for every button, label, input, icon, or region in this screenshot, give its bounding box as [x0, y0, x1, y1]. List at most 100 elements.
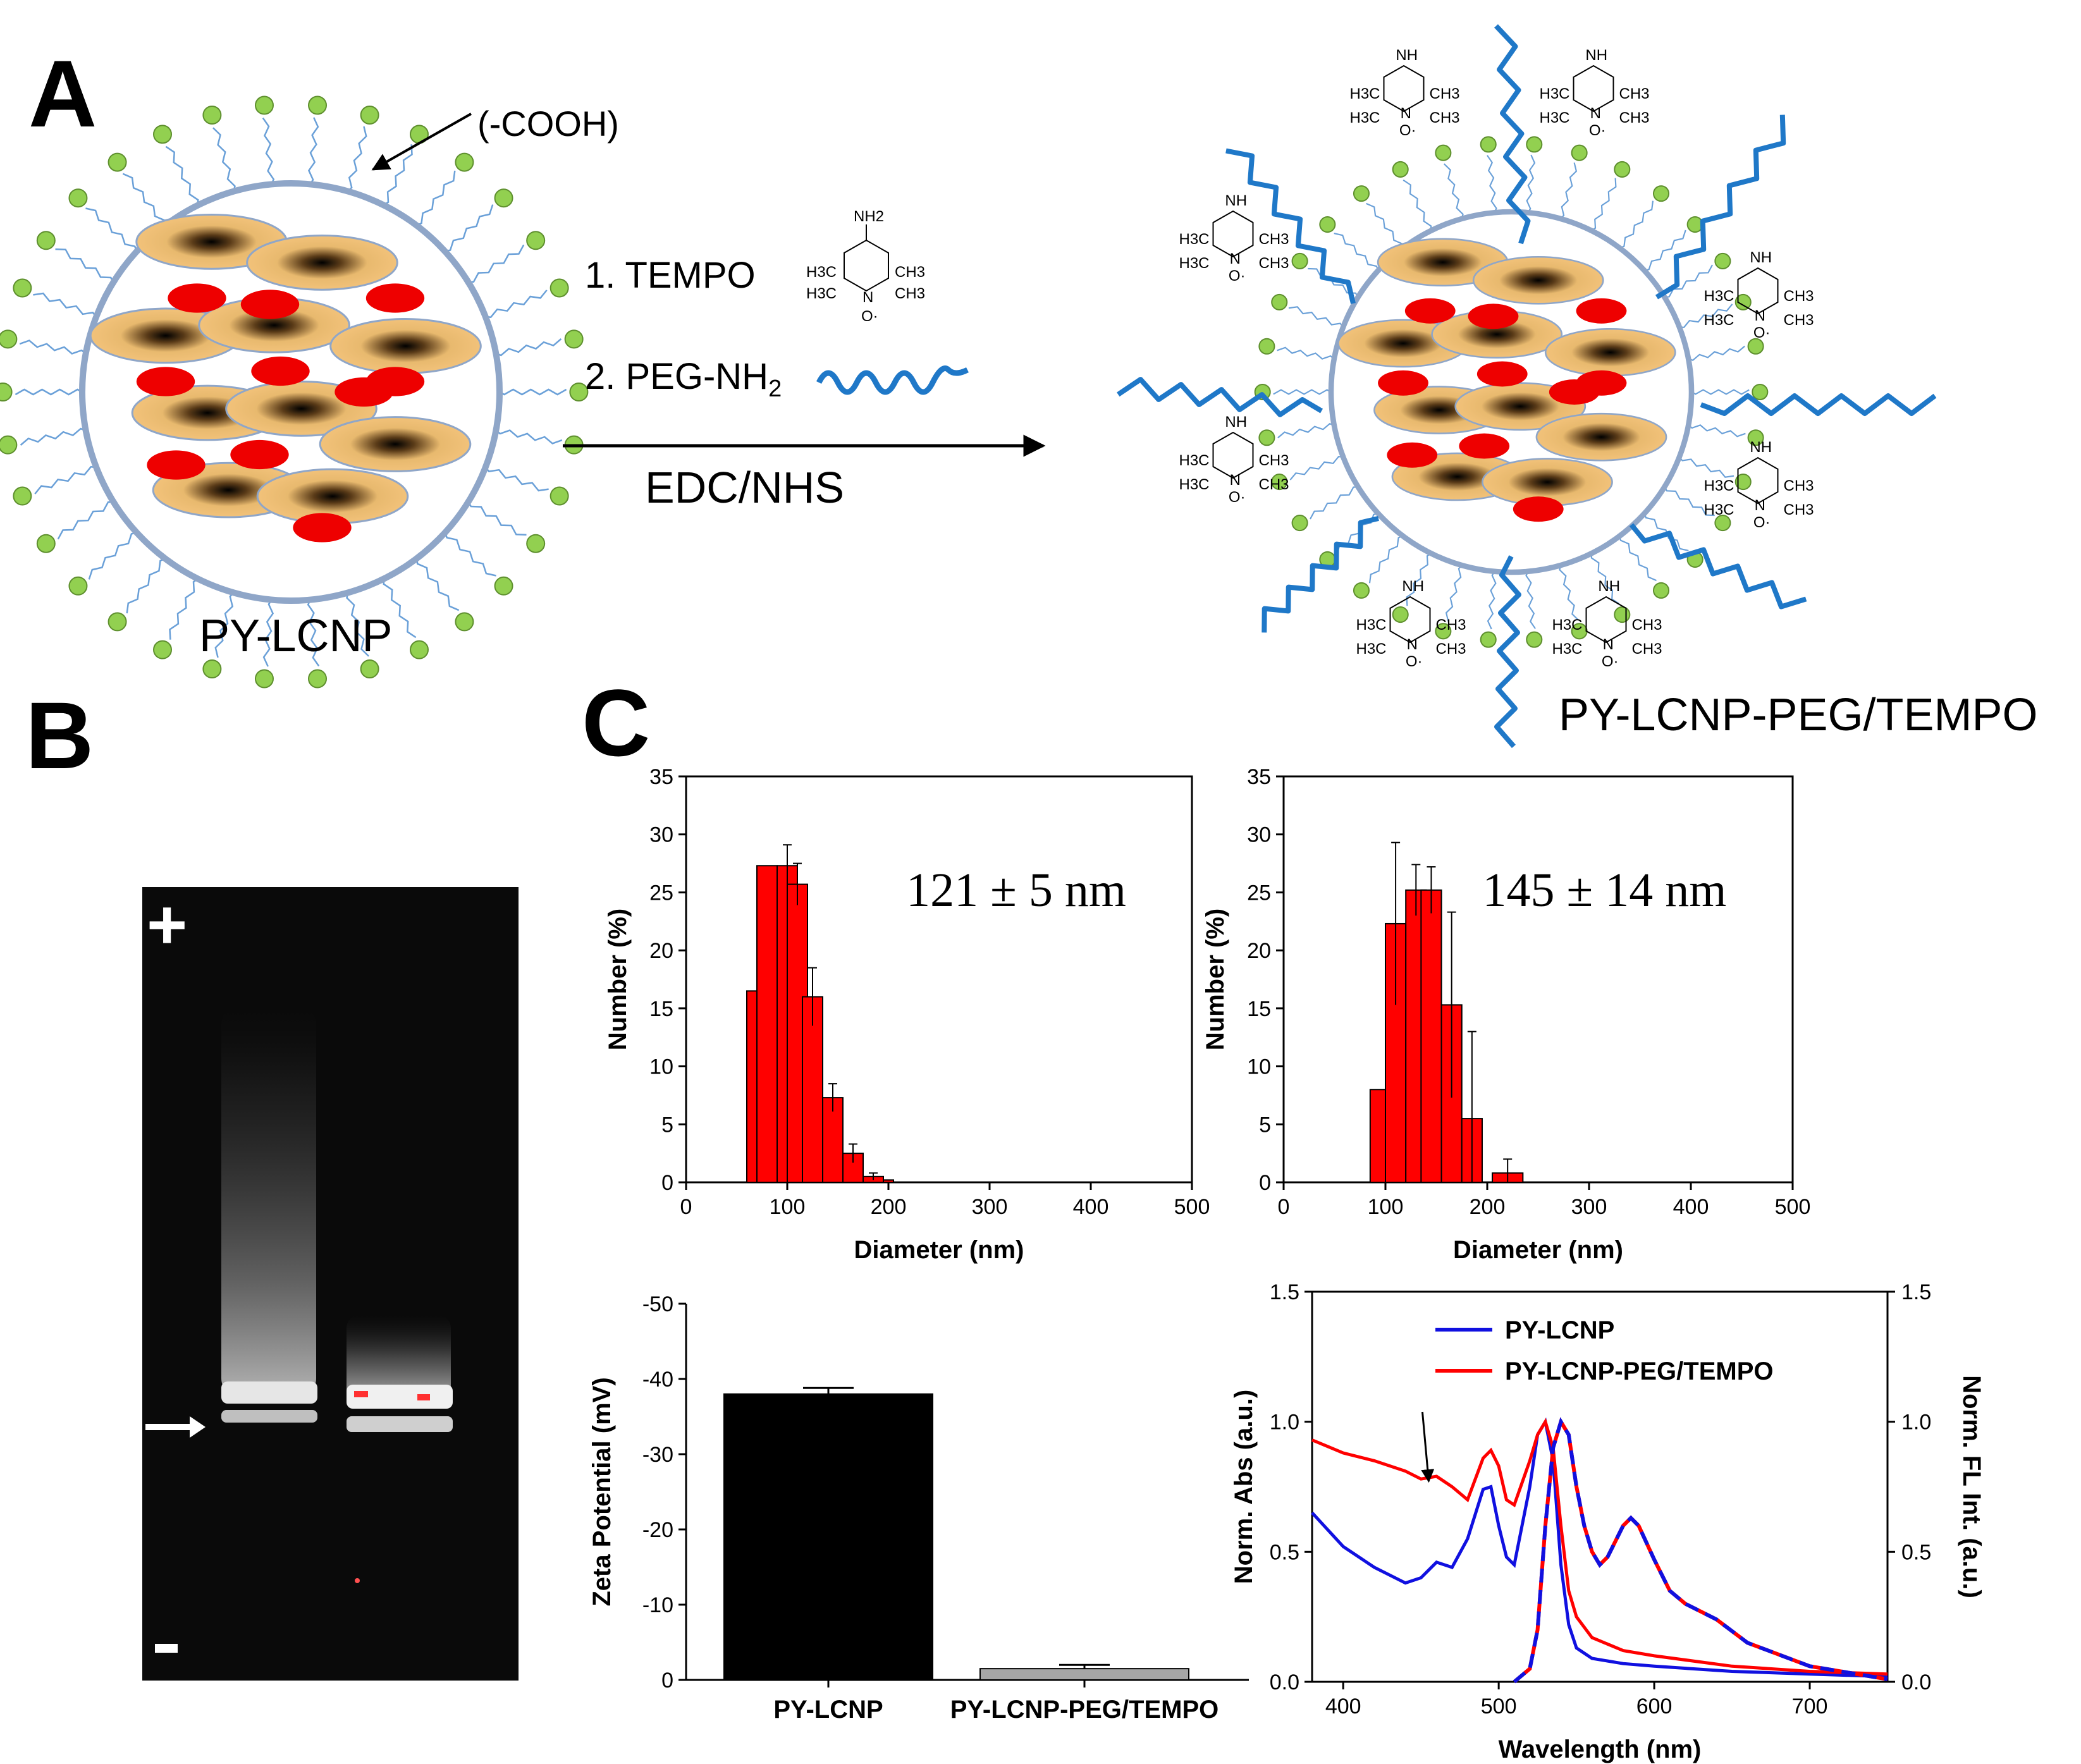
ligand-head [68, 576, 88, 596]
y-tick-label: 25 [649, 881, 673, 905]
ligand-head [526, 534, 546, 553]
chart-zeta-potential: 0 -10 -20 -30 -40 -50 PY-LCNP PY-LCNP-PEG/TEMPO… [588, 1292, 1249, 1724]
lipid-tail [480, 290, 548, 319]
tempo-h3c: H3C [1704, 288, 1734, 305]
ligand-head [0, 435, 18, 455]
fl-line-blue [1513, 1417, 1888, 1684]
ligand-head [569, 383, 589, 401]
tempo-h3c: H3C [1540, 85, 1570, 102]
tempo-h3c: H3C [806, 285, 837, 302]
tempo-ch3: CH3 [1632, 640, 1662, 658]
abs-line [1311, 1418, 1888, 1676]
y-axis-label: Norm. Abs (a.u.) [1230, 1390, 1258, 1584]
ligand-head [202, 659, 222, 679]
tempo-nh2: NH2 [854, 208, 884, 225]
lipid-tail [1445, 561, 1466, 622]
ligand-head [36, 534, 56, 553]
lipid-tail [169, 575, 203, 640]
ligand-head [13, 278, 32, 298]
ligand-head [1291, 252, 1308, 269]
y-tick-label: -50 [642, 1292, 673, 1316]
tempo-group: NH NO· H3C CH3 H3C CH3 [1356, 578, 1466, 670]
y-tick-label: 20 [649, 939, 673, 963]
lipid-tail [1642, 509, 1689, 551]
histogram-bar [1369, 1089, 1387, 1184]
tempo-nh: NH [1396, 47, 1418, 64]
lipid-tail [1368, 534, 1407, 584]
size-annotation: 145 ± 14 nm [1483, 864, 1727, 917]
tempo-group: NH NO· H3C CH3 H3C CH3 [1179, 192, 1289, 285]
tempo-o: O· [1753, 514, 1771, 531]
lipid-tail [262, 595, 276, 667]
tempo-o: O· [1589, 122, 1606, 139]
core-ellipse [246, 235, 398, 291]
core-ellipse [329, 318, 482, 374]
lipid-tail [1366, 202, 1404, 253]
lipid-tail [34, 465, 102, 494]
tempo-h3c: H3C [1179, 255, 1210, 272]
plot-frame [1282, 775, 1794, 1184]
tempo-nh: NH [1598, 578, 1620, 595]
lipid-tail [1277, 422, 1339, 439]
y-tick-label: -40 [642, 1368, 673, 1392]
lipid-tail [1685, 422, 1746, 438]
ligand-head [360, 105, 379, 125]
lipid-tail [88, 530, 142, 580]
step2-label: 2. PEG-NH2 [585, 356, 782, 402]
gel-lane-1 [221, 1005, 316, 1397]
tempo-h3c: H3C [1552, 616, 1583, 634]
peg-chain [1117, 377, 1323, 417]
tempo-group: NH NO· H3C CH3 H3C CH3 [1540, 47, 1650, 139]
lipid-tail [1277, 346, 1338, 362]
ligand-head [1571, 144, 1588, 161]
x-axis-label: Diameter (nm) [854, 1236, 1024, 1264]
y-tick-label: 0.5 [1270, 1540, 1299, 1564]
ligand-head [1652, 582, 1670, 599]
lipid-tail [15, 388, 87, 396]
ligand-head [254, 669, 274, 689]
ligand-head [1435, 623, 1452, 640]
lipid-tail [1587, 178, 1617, 234]
chart-size-py-lcnp-peg-tempo: 0 5 10 15 20 25 30 35 0 100 200 300 400 500 Diameter (… [1201, 765, 1810, 1264]
lipid-tail [346, 587, 369, 657]
tempo-ch3: CH3 [1259, 255, 1289, 272]
ligand-head [1747, 338, 1764, 355]
pyropheophorbide-dot [1513, 496, 1564, 522]
lipid-tail [55, 248, 116, 287]
plot-frame [685, 775, 1193, 1184]
tempo-group: NH NO· H3C CH3 H3C CH3 [1350, 47, 1460, 139]
tempo-h3c: H3C [1552, 640, 1583, 658]
tempo-ch3: CH3 [1784, 501, 1814, 518]
ligand-head [0, 383, 13, 401]
lipid-tail [1443, 163, 1464, 223]
tempo-ring [844, 239, 889, 292]
tempo-h3c: H3C [1704, 501, 1734, 518]
pyropheophorbide-dot [1387, 442, 1438, 468]
x-tick-label: 300 [1571, 1195, 1607, 1219]
lipid-tail [1640, 230, 1686, 273]
tempo-ring [1585, 596, 1627, 644]
tempo-h3c: H3C [1350, 85, 1380, 102]
lipid-tail [1487, 155, 1497, 217]
plot-frame [1311, 1290, 1889, 1683]
lipid-tail [1525, 567, 1536, 629]
tempo-ch3: CH3 [1619, 85, 1650, 102]
panel-label-a: A [28, 40, 97, 147]
tempo-o: O· [1399, 122, 1416, 139]
gel-band-2 [347, 1385, 453, 1409]
tempo-n: N [1755, 307, 1765, 324]
tempo-group: NH NO· H3C CH3 H3C CH3 [1552, 578, 1662, 670]
tempo-ring [1737, 267, 1779, 315]
pyropheophorbide-dot [240, 290, 300, 319]
y-tick-label: 10 [649, 1055, 673, 1079]
lipid-tail [463, 244, 525, 283]
lipid-tail [306, 117, 319, 189]
lipid-tail [491, 338, 562, 357]
peg-chain [1700, 393, 1937, 416]
pyropheophorbide-dot [168, 283, 226, 313]
x-tick-label: 400 [1073, 1195, 1109, 1219]
lipid-tail [443, 527, 496, 577]
x-tick-label: 500 [1481, 1694, 1517, 1718]
x-tick-label: 300 [972, 1195, 1008, 1219]
